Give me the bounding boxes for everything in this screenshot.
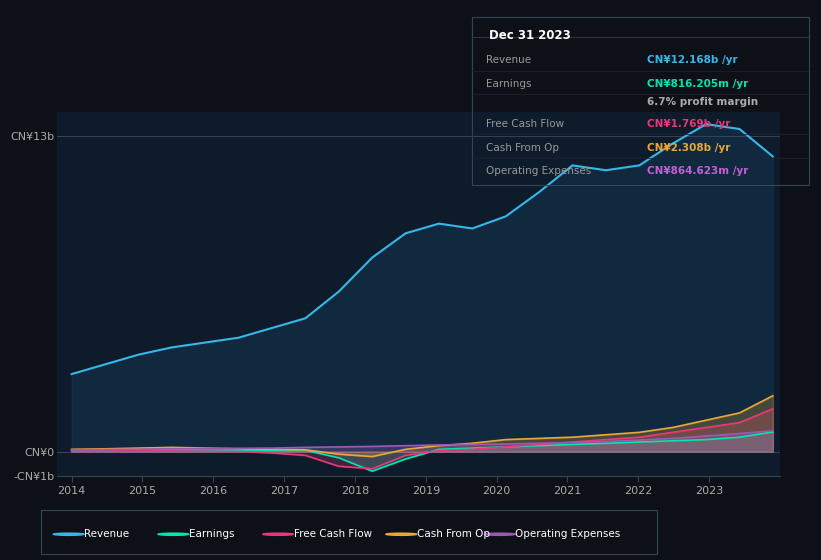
Text: CN¥864.623m /yr: CN¥864.623m /yr (647, 166, 749, 176)
Text: Revenue: Revenue (485, 55, 530, 66)
Text: Operating Expenses: Operating Expenses (516, 529, 621, 539)
Circle shape (386, 533, 417, 535)
Text: Dec 31 2023: Dec 31 2023 (489, 29, 571, 41)
Text: Earnings: Earnings (189, 529, 234, 539)
Text: Cash From Op: Cash From Op (417, 529, 489, 539)
Text: Earnings: Earnings (485, 79, 531, 89)
Text: Operating Expenses: Operating Expenses (485, 166, 591, 176)
Circle shape (263, 533, 294, 535)
Text: Cash From Op: Cash From Op (485, 143, 558, 153)
Circle shape (484, 533, 516, 535)
Text: Free Cash Flow: Free Cash Flow (294, 529, 372, 539)
Text: CN¥816.205m /yr: CN¥816.205m /yr (647, 79, 749, 89)
Text: CN¥12.168b /yr: CN¥12.168b /yr (647, 55, 738, 66)
Text: CN¥2.308b /yr: CN¥2.308b /yr (647, 143, 731, 153)
Text: 6.7% profit margin: 6.7% profit margin (647, 97, 759, 108)
Circle shape (158, 533, 189, 535)
Text: Revenue: Revenue (85, 529, 129, 539)
Circle shape (53, 533, 85, 535)
Text: CN¥1.769b /yr: CN¥1.769b /yr (647, 119, 731, 129)
Text: Free Cash Flow: Free Cash Flow (485, 119, 564, 129)
